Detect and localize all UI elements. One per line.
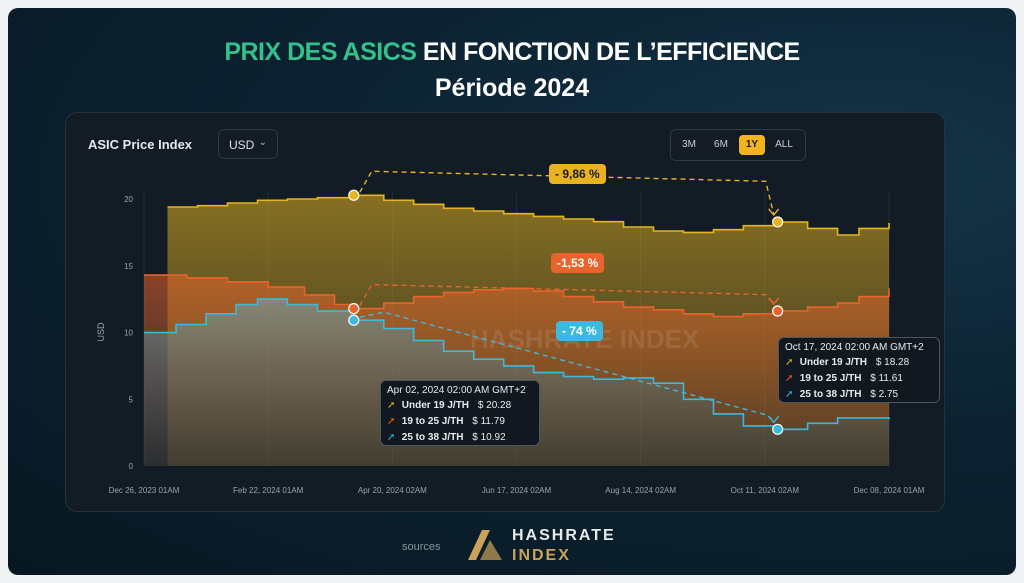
currency-value: USD <box>229 138 255 152</box>
y-tick-label: 20 <box>124 195 133 204</box>
hashrate-index-logo-icon <box>468 530 502 560</box>
series-value: $ 18.28 <box>875 357 910 368</box>
tooltip-oct-row: ➚ Under 19 J/TH $ 18.28 <box>785 357 909 371</box>
tooltip-apr-row: ➚ Under 19 J/TH $ 20.28 <box>387 400 511 414</box>
tooltip-oct-header: Oct 17, 2024 02:00 AM GMT+2 <box>785 342 924 353</box>
brand-name-sub: INDEX <box>512 547 571 564</box>
page-subtitle: Période 2024 <box>434 74 590 102</box>
series-line-25-38 <box>144 298 890 431</box>
x-tick-label: Aug 14, 2024 02AM <box>605 486 676 495</box>
y-tick-label: 15 <box>124 262 133 271</box>
x-tick-label: Dec 26, 2023 01AM <box>109 486 180 495</box>
page-title: PRIX DES ASICS EN FONCTION DE L’EFFICIEN… <box>8 38 1016 67</box>
tooltip-apr: Apr 02, 2024 02:00 AM GMT+2 ➚ Under 19 J… <box>380 380 540 446</box>
brand-name: HASHRATE <box>512 527 616 544</box>
tooltip-apr-row: ➚ 25 to 38 J/TH $ 10.92 <box>387 432 506 446</box>
panel-title: ASIC Price Index <box>88 137 193 152</box>
arrow-head-icon <box>768 208 780 217</box>
title-accent: PRIX DES ASICS <box>224 38 417 66</box>
title-rest: EN FONCTION DE L’EFFICIENCE <box>422 38 800 66</box>
line-icon: ➚ <box>785 357 794 368</box>
point-marker-end <box>772 216 784 228</box>
series-value: $ 2.75 <box>870 389 899 400</box>
arrow-head-icon <box>768 415 780 424</box>
badge-under19: - 9,86 % <box>549 164 606 184</box>
arrow-head-icon <box>768 297 780 306</box>
point-marker-end <box>772 423 784 435</box>
tooltip-oct-row: ➚ 19 to 25 J/TH $ 11.61 <box>785 373 903 387</box>
series-name: 25 to 38 J/TH <box>799 389 862 400</box>
x-tick-label: Apr 20, 2024 02AM <box>358 486 427 495</box>
point-marker-start <box>348 189 360 201</box>
point-marker-end <box>772 305 784 317</box>
y-tick-label: 10 <box>124 329 133 338</box>
currency-select[interactable]: USD ⌄ <box>218 129 278 159</box>
tooltip-apr-row: ➚ 19 to 25 J/TH $ 11.79 <box>387 416 505 430</box>
tooltip-oct: Oct 17, 2024 02:00 AM GMT+2 ➚ Under 19 J… <box>778 337 940 403</box>
range-selector: 3M 6M 1Y ALL <box>670 129 806 161</box>
point-marker-start <box>348 303 360 315</box>
x-tick-label: Feb 22, 2024 01AM <box>233 486 304 495</box>
range-all-button[interactable]: ALL <box>775 139 793 150</box>
series-value: $ 11.79 <box>472 416 505 427</box>
series-value: $ 20.28 <box>477 400 512 411</box>
chevron-down-icon: ⌄ <box>258 137 267 148</box>
line-icon: ➚ <box>785 373 794 384</box>
range-6m-button[interactable]: 6M <box>714 139 728 150</box>
series-name: Under 19 J/TH <box>401 400 470 411</box>
x-tick-label: Dec 08, 2024 01AM <box>854 486 925 495</box>
line-icon: ➚ <box>785 389 794 400</box>
series-value: $ 10.92 <box>472 432 506 443</box>
y-tick-label: 0 <box>129 462 134 471</box>
series-name: 19 to 25 J/TH <box>401 416 464 427</box>
badge-25-38: - 74 % <box>556 321 603 341</box>
series-value: $ 11.61 <box>870 373 903 384</box>
line-icon: ➚ <box>387 432 396 443</box>
line-icon: ➚ <box>387 416 396 427</box>
tooltip-apr-header: Apr 02, 2024 02:00 AM GMT+2 <box>387 385 526 396</box>
trend-arrow-under19 <box>359 170 775 215</box>
line-icon: ➚ <box>387 400 396 411</box>
range-1y-button[interactable]: 1Y <box>739 135 765 155</box>
range-3m-button[interactable]: 3M <box>682 139 696 150</box>
series-name: Under 19 J/TH <box>799 357 868 368</box>
badge-19-25: -1,53 % <box>551 253 605 273</box>
point-marker-start <box>348 314 360 326</box>
x-tick-label: Jun 17, 2024 02AM <box>482 486 552 495</box>
sources-label: sources <box>402 541 441 553</box>
series-name: 25 to 38 J/TH <box>401 432 464 443</box>
series-name: 19 to 25 J/TH <box>799 373 862 384</box>
y-tick-label: 5 <box>129 395 134 404</box>
x-tick-label: Oct 11, 2024 02AM <box>731 486 800 495</box>
tooltip-oct-row: ➚ 25 to 38 J/TH $ 2.75 <box>785 389 898 403</box>
y-axis-label: USD <box>96 322 106 342</box>
